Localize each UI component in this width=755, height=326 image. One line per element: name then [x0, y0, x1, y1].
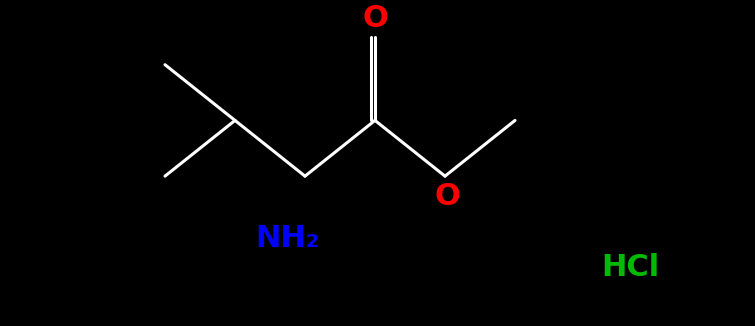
Text: HCl: HCl	[601, 253, 659, 282]
Text: O: O	[434, 182, 460, 211]
Text: NH₂: NH₂	[255, 224, 319, 253]
Text: O: O	[362, 4, 388, 33]
